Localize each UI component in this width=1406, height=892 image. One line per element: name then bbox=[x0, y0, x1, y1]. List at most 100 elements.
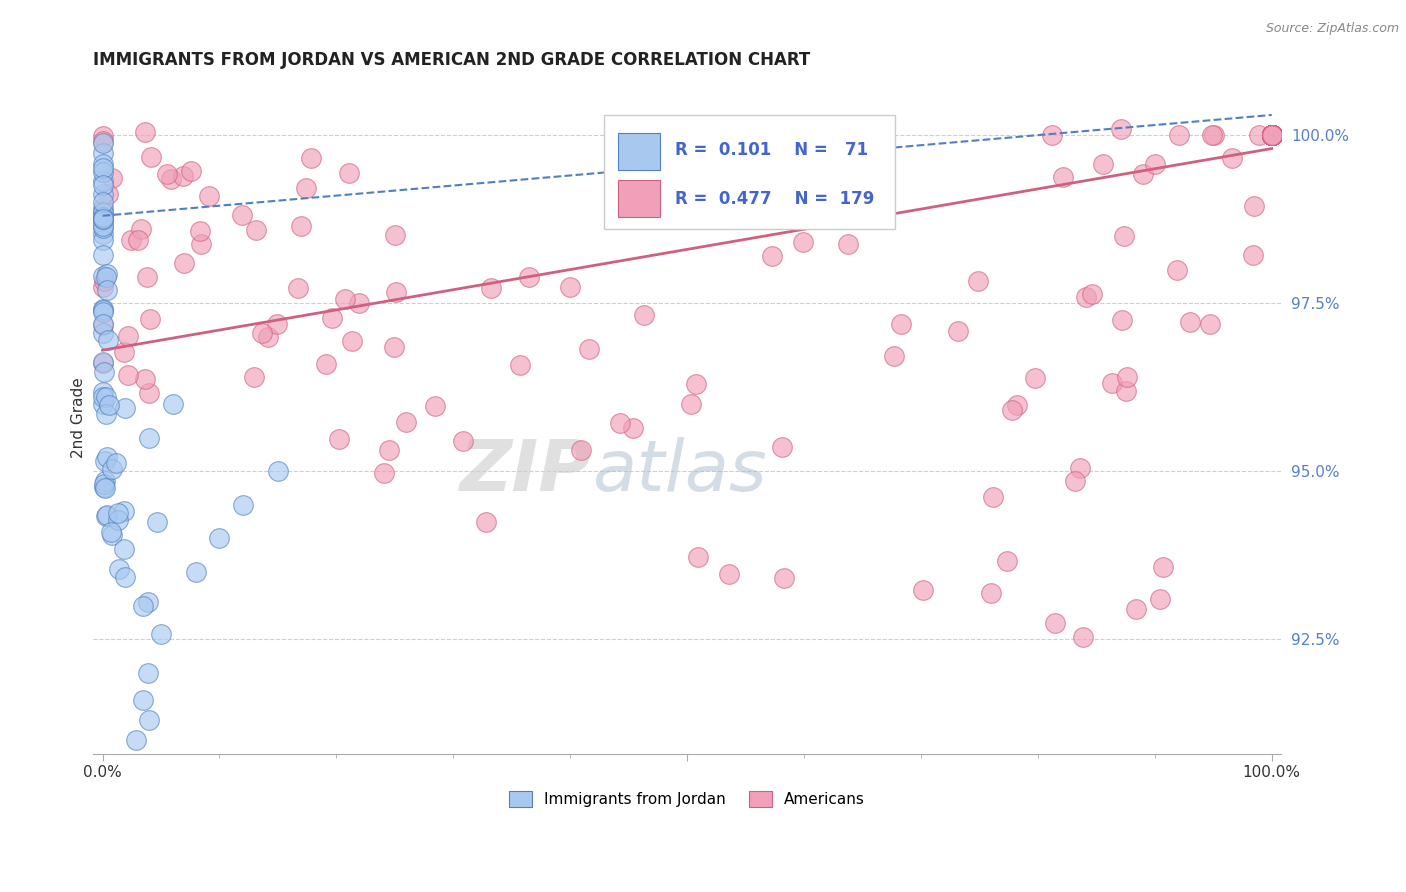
Point bbox=[1261, 128, 1284, 142]
Point bbox=[156, 167, 179, 181]
Point bbox=[231, 208, 253, 222]
Point bbox=[1261, 128, 1284, 142]
Point bbox=[295, 180, 318, 194]
Point bbox=[1166, 263, 1188, 277]
Point bbox=[384, 227, 406, 242]
Point bbox=[1261, 128, 1284, 142]
Point bbox=[180, 163, 202, 178]
Point bbox=[1178, 315, 1201, 329]
Point bbox=[509, 358, 531, 372]
Point bbox=[1261, 128, 1284, 142]
Point bbox=[124, 733, 146, 747]
Point bbox=[184, 565, 207, 579]
Point bbox=[198, 189, 221, 203]
Point bbox=[91, 216, 114, 230]
Point bbox=[1261, 128, 1284, 142]
Point bbox=[120, 233, 142, 247]
Point bbox=[91, 211, 114, 226]
Point bbox=[1261, 128, 1284, 142]
Point bbox=[1241, 248, 1264, 262]
Point bbox=[883, 349, 905, 363]
Point bbox=[1115, 384, 1137, 398]
Text: Source: ZipAtlas.com: Source: ZipAtlas.com bbox=[1265, 22, 1399, 36]
Point bbox=[1261, 128, 1284, 142]
Point bbox=[93, 274, 115, 288]
Point bbox=[609, 417, 631, 431]
Point bbox=[287, 281, 309, 295]
Point bbox=[1261, 128, 1284, 142]
Point bbox=[91, 326, 114, 341]
Point bbox=[912, 582, 935, 597]
Point bbox=[91, 134, 114, 148]
Point bbox=[146, 515, 169, 529]
Point bbox=[1261, 128, 1284, 142]
Point bbox=[337, 166, 360, 180]
Point bbox=[946, 324, 969, 338]
Point bbox=[97, 334, 120, 348]
Point bbox=[91, 195, 114, 210]
Point bbox=[1081, 287, 1104, 301]
Point bbox=[91, 211, 114, 226]
Point bbox=[995, 553, 1018, 567]
Point bbox=[1261, 128, 1284, 142]
Point bbox=[1261, 128, 1284, 142]
Point bbox=[1261, 128, 1284, 142]
Point bbox=[1261, 128, 1284, 142]
Point bbox=[134, 124, 156, 138]
Point bbox=[96, 508, 118, 523]
Point bbox=[1109, 121, 1132, 136]
Point bbox=[1261, 128, 1284, 142]
Point bbox=[107, 506, 129, 520]
Point bbox=[967, 274, 990, 288]
Point bbox=[890, 317, 912, 331]
Point bbox=[1261, 128, 1284, 142]
Point bbox=[679, 397, 702, 411]
Point bbox=[1249, 128, 1271, 142]
Point bbox=[91, 187, 114, 202]
Point bbox=[1144, 157, 1167, 171]
Text: R =  0.477    N =  179: R = 0.477 N = 179 bbox=[675, 190, 875, 208]
FancyBboxPatch shape bbox=[605, 115, 896, 229]
Point bbox=[770, 440, 793, 454]
Point bbox=[91, 280, 114, 294]
Point bbox=[1149, 592, 1171, 607]
Point bbox=[773, 571, 796, 585]
Point bbox=[91, 233, 114, 247]
Text: IMMIGRANTS FROM JORDAN VS AMERICAN 2ND GRADE CORRELATION CHART: IMMIGRANTS FROM JORDAN VS AMERICAN 2ND G… bbox=[93, 51, 810, 69]
Point bbox=[1076, 290, 1098, 304]
Point bbox=[558, 279, 581, 293]
Point bbox=[1052, 170, 1074, 185]
Point bbox=[1261, 128, 1284, 142]
Point bbox=[267, 464, 290, 478]
Point bbox=[1261, 128, 1284, 142]
Point bbox=[1024, 370, 1046, 384]
Point bbox=[91, 146, 114, 161]
Point bbox=[328, 432, 350, 446]
Point bbox=[1261, 128, 1284, 142]
Point bbox=[91, 174, 114, 188]
Point bbox=[1040, 128, 1063, 142]
Point bbox=[1261, 128, 1284, 142]
Point bbox=[1261, 128, 1284, 142]
Point bbox=[101, 171, 124, 186]
Point bbox=[131, 221, 153, 235]
Point bbox=[94, 481, 117, 495]
Point bbox=[93, 479, 115, 493]
Point bbox=[91, 178, 114, 192]
Point bbox=[91, 227, 114, 242]
Point bbox=[837, 236, 859, 251]
Point bbox=[107, 513, 129, 527]
Point bbox=[159, 172, 181, 186]
Point bbox=[91, 212, 114, 227]
Point bbox=[1261, 128, 1284, 142]
Point bbox=[517, 269, 540, 284]
Point bbox=[91, 157, 114, 171]
Point bbox=[1261, 128, 1284, 142]
Point bbox=[112, 541, 135, 556]
Point bbox=[1261, 128, 1284, 142]
Point bbox=[1069, 461, 1091, 475]
Point bbox=[792, 235, 814, 250]
Point bbox=[1261, 128, 1284, 142]
Point bbox=[114, 570, 136, 584]
Point bbox=[578, 343, 600, 357]
